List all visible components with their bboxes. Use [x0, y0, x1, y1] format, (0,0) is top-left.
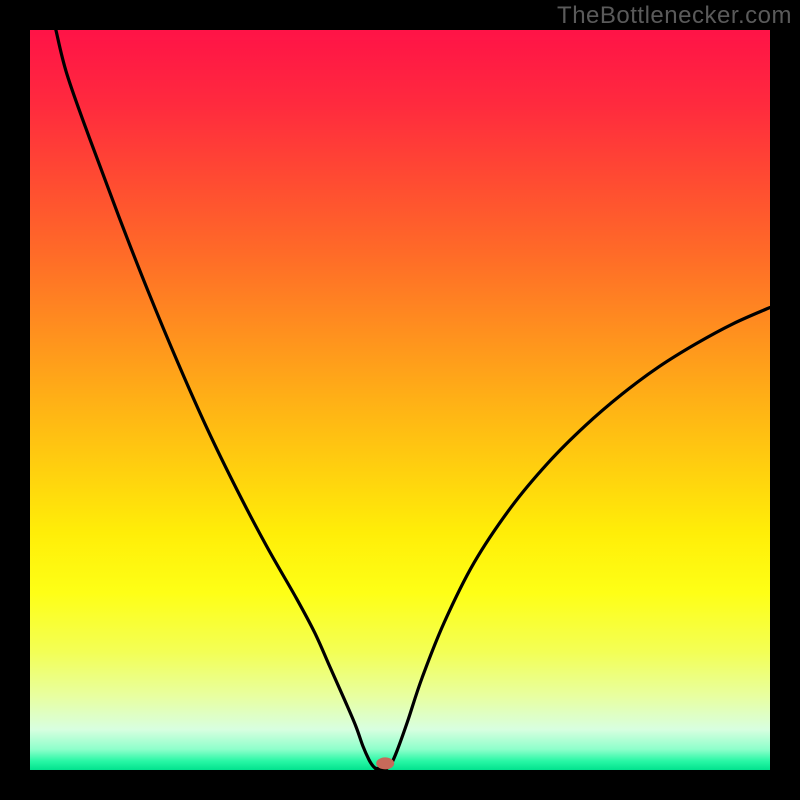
chart-container: TheBottlenecker.com — [0, 0, 800, 800]
plot-area — [30, 30, 770, 770]
watermark-text: TheBottlenecker.com — [557, 2, 792, 30]
minimum-marker — [376, 757, 394, 769]
chart-svg — [0, 0, 800, 800]
